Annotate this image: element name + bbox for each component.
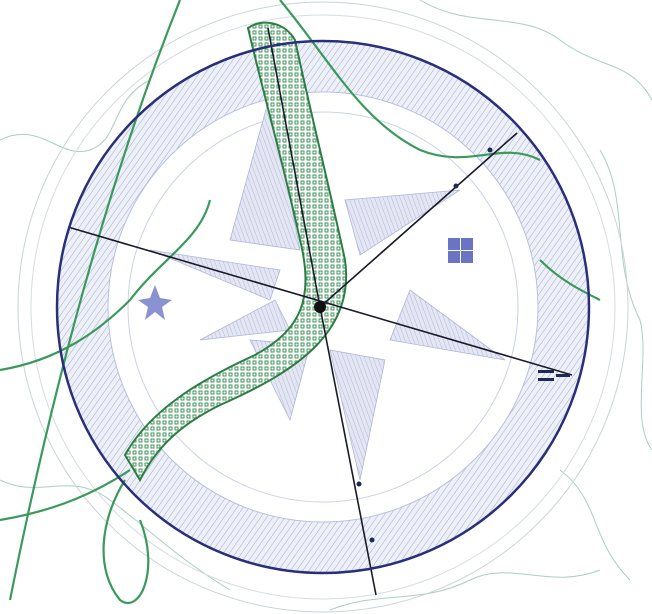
road [102,479,150,604]
star-shape [149,94,506,481]
road [0,199,212,372]
marker [538,378,554,381]
marker [538,370,554,373]
outer-circles [17,1,629,613]
urban-corridor [123,21,348,483]
plaza-block [448,238,460,250]
star-point [344,189,461,256]
markers [356,147,570,543]
marker [369,537,375,543]
star-plaza [138,285,172,320]
contour [599,149,652,451]
contour [0,79,151,153]
contour [419,0,652,101]
axis-line [319,132,518,308]
marker [487,147,493,153]
marker [556,374,570,377]
star-point [329,349,386,481]
plaza-block [448,251,460,263]
inner-ring [127,111,519,503]
square-plaza [448,238,473,263]
marker [356,481,362,487]
road [279,0,541,161]
star-point [149,249,281,301]
contour [0,479,231,591]
axis-line [319,306,377,596]
star-point [389,289,506,361]
star-point [199,299,291,341]
city-center [314,301,326,313]
plaza-block [461,238,473,250]
city-boundary [55,39,591,575]
road [539,259,601,301]
marker [453,183,459,189]
contour [329,569,601,611]
axis-line [267,27,321,308]
outer-ring [17,1,629,613]
contour [559,469,631,581]
outer-ring [30,14,616,600]
road [8,0,182,601]
plaza-block [461,251,473,263]
